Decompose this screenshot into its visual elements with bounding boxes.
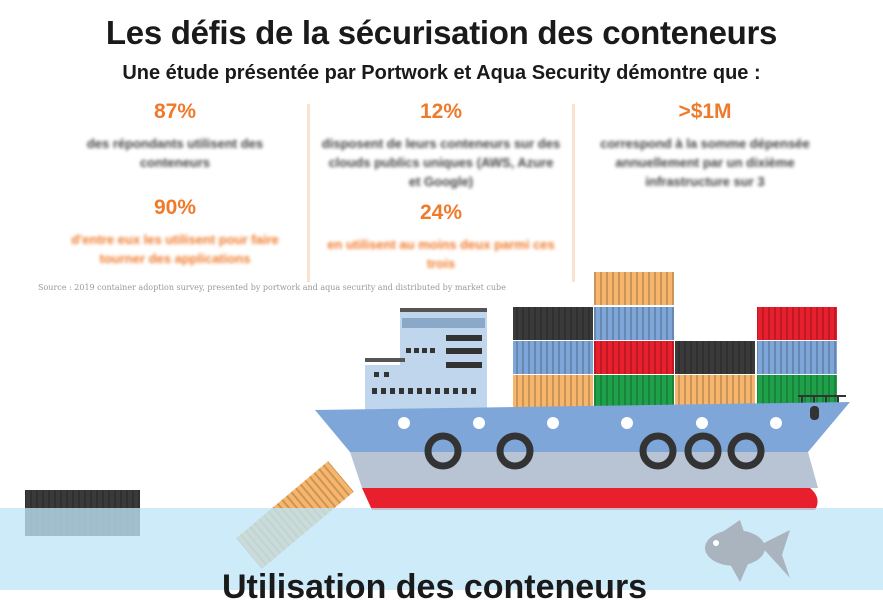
section-heading: Utilisation des conteneurs bbox=[222, 568, 648, 606]
page-subtitle: Une étude présentée par Portwork et Aqua… bbox=[122, 62, 761, 84]
column-divider bbox=[307, 104, 310, 282]
stat-respondents: 87% des répondants utilisent des contene… bbox=[55, 100, 295, 172]
stat-value: 12% bbox=[419, 100, 463, 123]
ship-hull bbox=[315, 402, 850, 510]
stat-value: 24% bbox=[419, 201, 463, 224]
stat-description: disposent de leurs conteneurs sur des cl… bbox=[321, 136, 561, 189]
column-divider bbox=[572, 104, 575, 282]
stat-description: en utilisent au moins deux parmi ces tro… bbox=[327, 237, 555, 271]
page-title: Les défis de la sécurisation des contene… bbox=[105, 14, 778, 51]
fish-icon bbox=[705, 520, 790, 582]
stat-description: correspond à la somme dépensée annuellem… bbox=[600, 136, 810, 189]
stat-value: 87% bbox=[153, 100, 197, 123]
stat-public-cloud: 12% disposent de leurs conteneurs sur de… bbox=[321, 100, 561, 191]
stat-multi-cloud: 24% en utilisent au moins deux parmi ces… bbox=[321, 201, 561, 273]
stat-description: d'entre eux les utilisent pour faire tou… bbox=[71, 232, 279, 266]
container-ship-illustration bbox=[0, 272, 883, 590]
stat-description: des répondants utilisent des conteneurs bbox=[86, 136, 264, 170]
stat-spending: >$1M correspond à la somme dépensée annu… bbox=[585, 100, 825, 191]
stat-value: >$1M bbox=[678, 100, 732, 123]
stat-applications: 90% d'entre eux les utilisent pour faire… bbox=[55, 196, 295, 268]
container-stack bbox=[513, 272, 837, 409]
ship-bridge bbox=[365, 308, 487, 410]
stat-value: 90% bbox=[153, 196, 197, 219]
source-note: Source : 2019 container adoption survey,… bbox=[38, 283, 506, 292]
